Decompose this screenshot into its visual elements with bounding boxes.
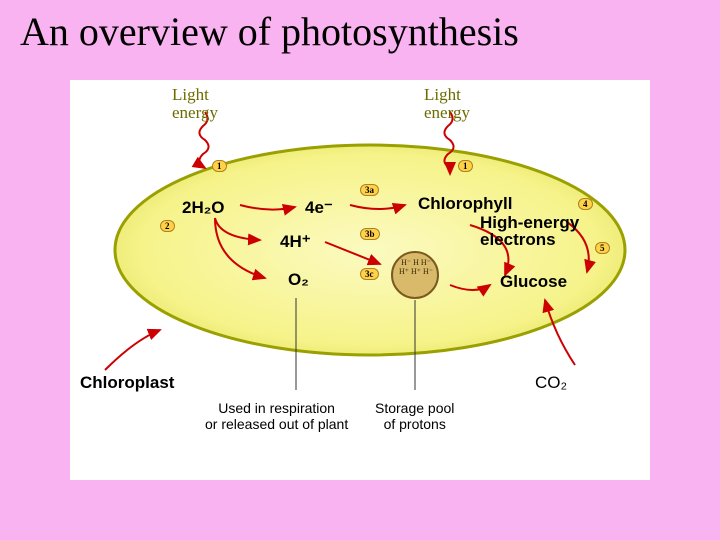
chlorophyll-label: Chlorophyll <box>418 194 512 214</box>
o2-label: O₂ <box>288 270 309 290</box>
co2-label: CO₂ <box>535 373 567 393</box>
storage-label: Storage poolof protons <box>375 400 454 432</box>
step-4: 4 <box>578 198 593 210</box>
h2o-label: 2H₂O <box>182 198 225 218</box>
light-energy-label-1: Lightenergy <box>172 86 218 122</box>
light-energy-label-2: Lightenergy <box>424 86 470 122</box>
protons-label: 4H⁺ <box>280 232 311 252</box>
diagram-panel: Lightenergy Lightenergy 1 1 2 3a 3b 3c 4… <box>70 80 650 480</box>
glucose-label: Glucose <box>500 272 567 292</box>
step-1b: 1 <box>458 160 473 172</box>
proton-pool: H⁻ H H⁻H⁺ H⁺ H⁻ <box>396 258 436 276</box>
chloroplast-label: Chloroplast <box>80 373 174 393</box>
electrons-label: 4e⁻ <box>305 198 333 218</box>
page-title: An overview of photosynthesis <box>0 0 720 55</box>
step-2: 2 <box>160 220 175 232</box>
high-energy-label: High-energyelectrons <box>480 214 579 248</box>
step-3c: 3c <box>360 268 379 280</box>
step-3b: 3b <box>360 228 380 240</box>
step-5: 5 <box>595 242 610 254</box>
used-label: Used in respirationor released out of pl… <box>205 400 348 432</box>
step-1a: 1 <box>212 160 227 172</box>
step-3a: 3a <box>360 184 379 196</box>
